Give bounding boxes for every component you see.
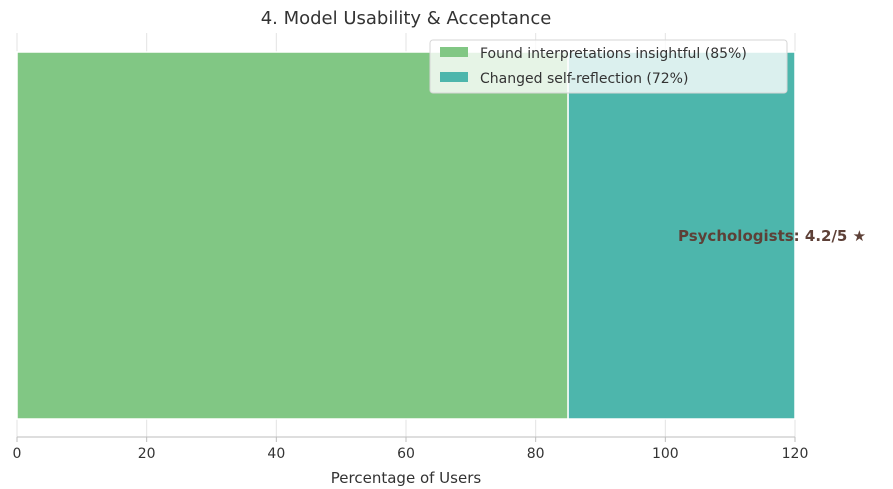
bars — [16, 51, 796, 420]
x-tick-label-100: 100 — [652, 446, 679, 462]
bar-segment-0 — [16, 51, 569, 420]
legend: Found interpretations insightful (85%) C… — [429, 39, 788, 94]
x-tick-label-40: 40 — [267, 446, 285, 462]
x-tick-label-80: 80 — [527, 446, 545, 462]
x-tick-label-60: 60 — [397, 446, 415, 462]
legend-swatch-insightful — [440, 47, 468, 57]
legend-box — [429, 39, 788, 94]
legend-label-self-reflection: Changed self-reflection (72%) — [480, 71, 688, 87]
legend-label-insightful: Found interpretations insightful (85%) — [480, 46, 747, 62]
x-tick-label-120: 120 — [782, 446, 809, 462]
x-axis-label: Percentage of Users — [331, 469, 482, 487]
bar-segment-1 — [567, 51, 796, 420]
legend-swatch-self-reflection — [440, 72, 468, 82]
chart-title: 4. Model Usability & Acceptance — [261, 8, 552, 29]
x-ticks: 0 20 40 60 80 100 120 — [13, 437, 809, 462]
psychologists-annotation: Psychologists: 4.2/5 ★ — [678, 227, 866, 245]
x-tick-label-20: 20 — [138, 446, 156, 462]
x-tick-label-0: 0 — [13, 446, 22, 462]
